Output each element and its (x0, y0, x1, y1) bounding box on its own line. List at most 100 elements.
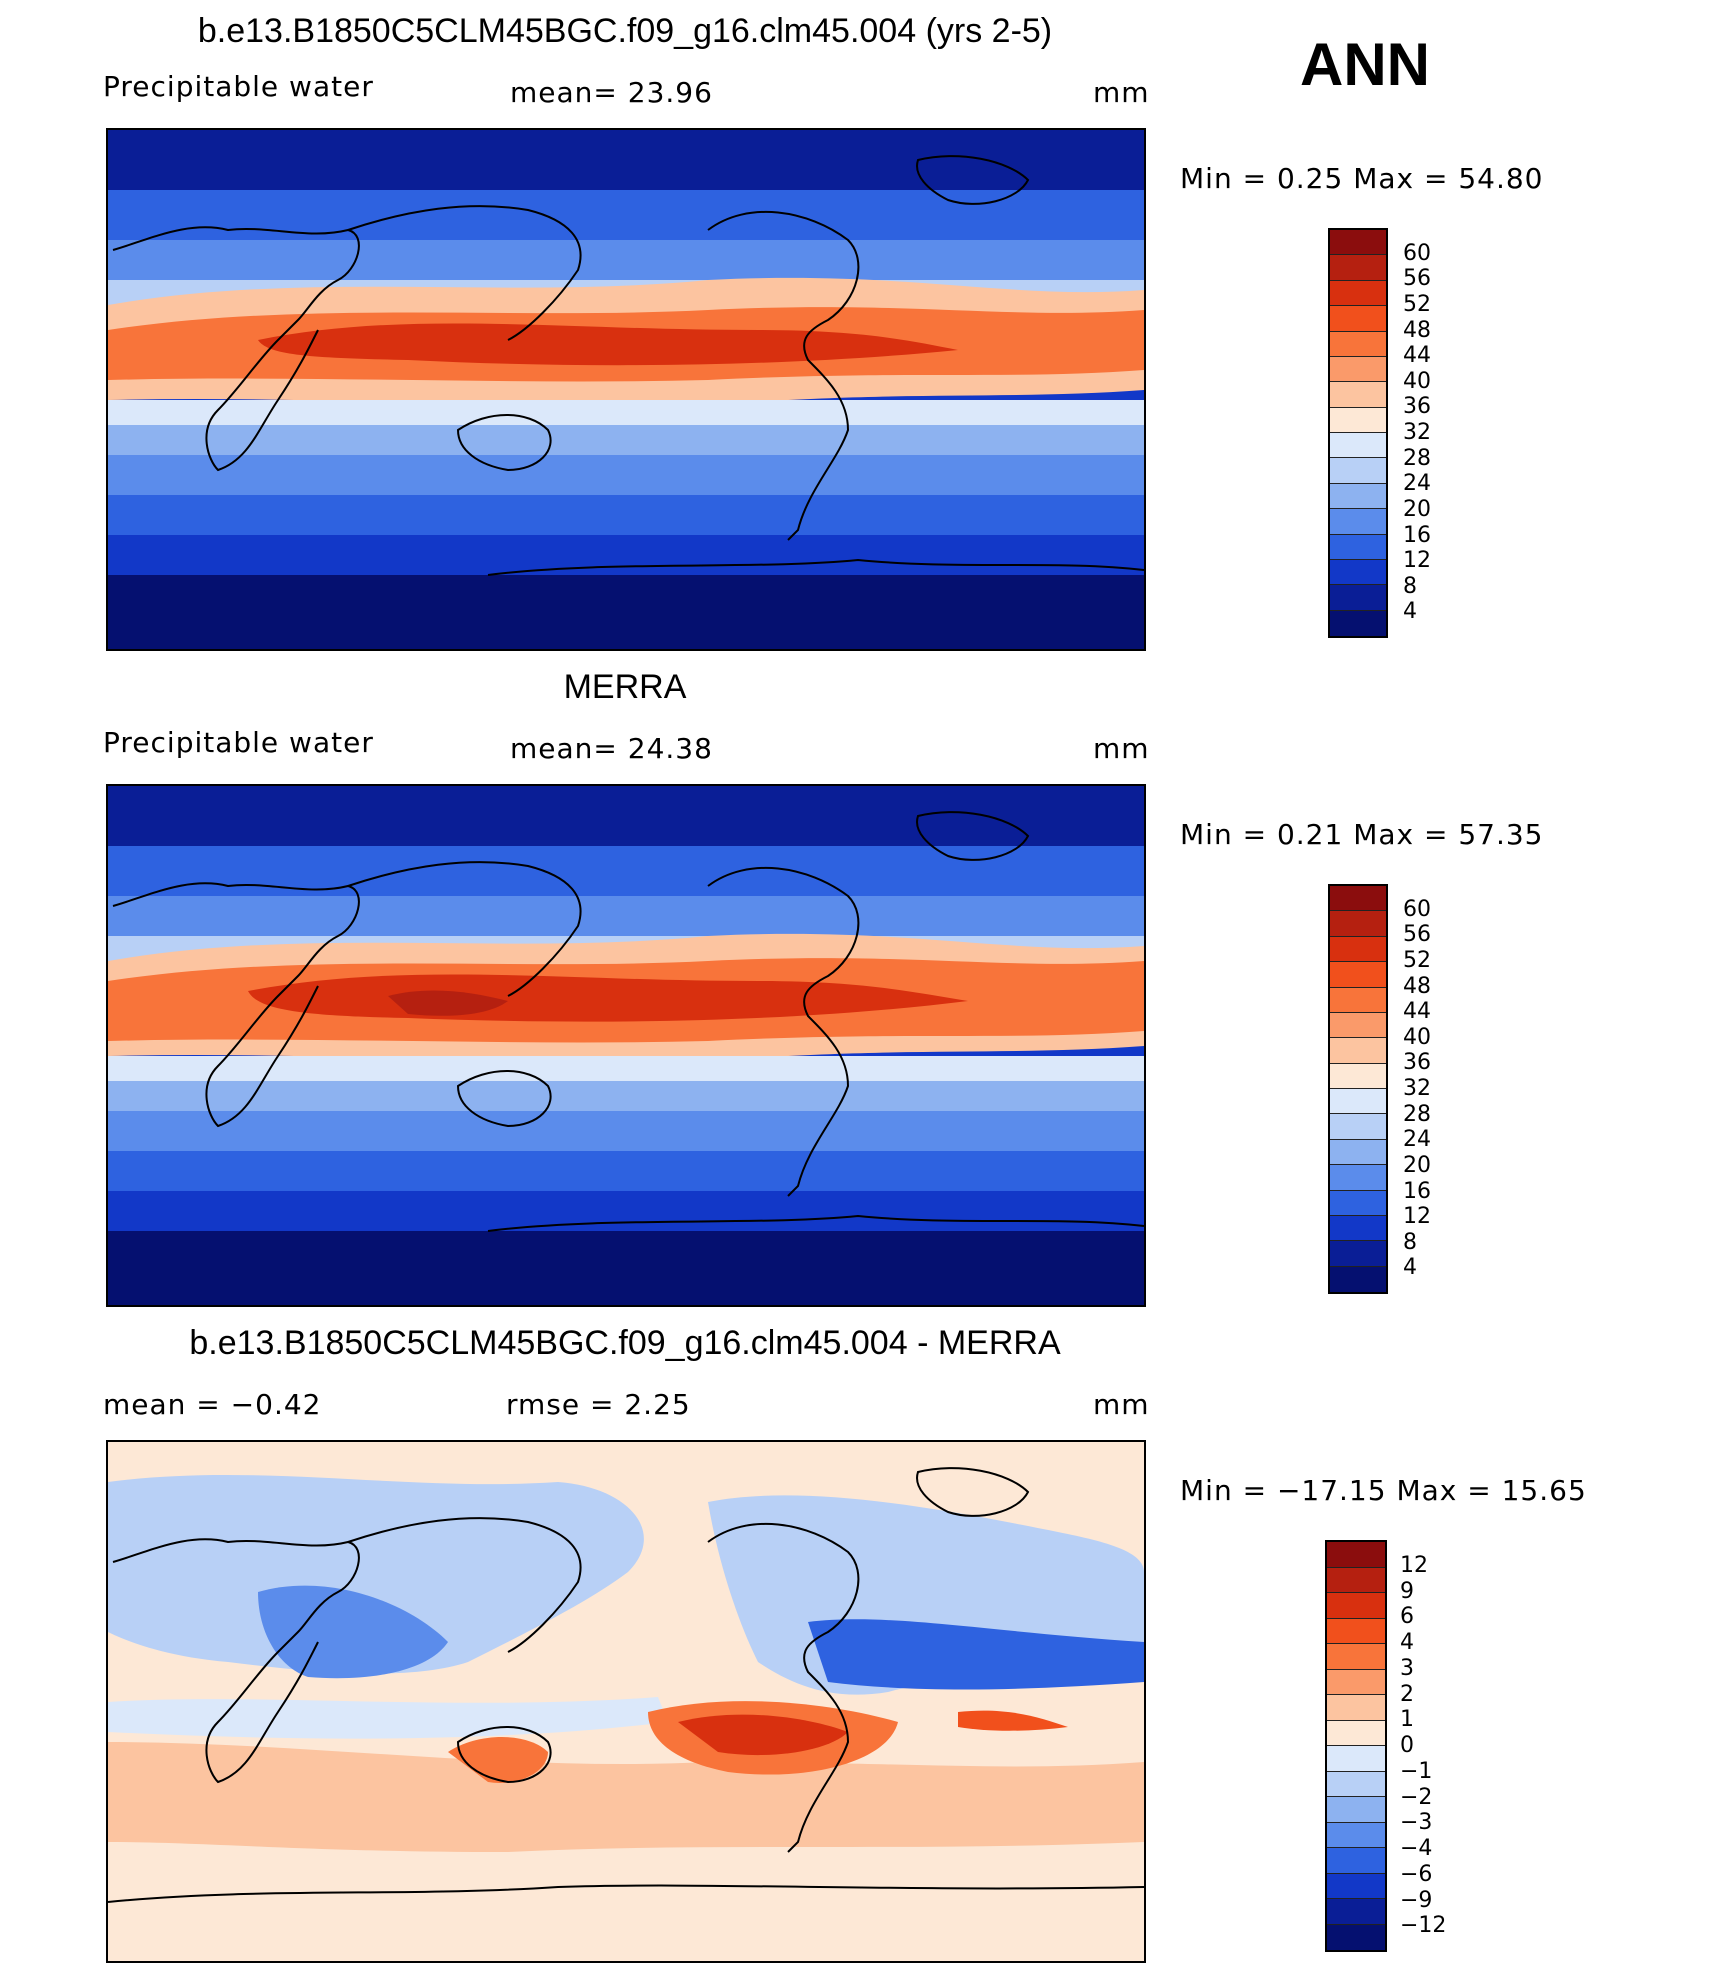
colorbar-tick-label: 40 (1403, 1024, 1431, 1050)
colorbar-swatch (1327, 1644, 1385, 1670)
colorbar-swatch (1330, 1215, 1386, 1242)
colorbar-swatch (1330, 936, 1386, 963)
colorbar-tick-label: 28 (1403, 1101, 1431, 1127)
panel-3-colorbar-ticks: 12 9 6 4 3 2 1 0 −1 −2 −3 −4 −6 −9 −12 (1400, 1540, 1470, 1952)
colorbar-swatch (1330, 559, 1386, 586)
colorbar-swatch (1327, 1542, 1385, 1568)
colorbar-swatch (1330, 407, 1386, 433)
colorbar-swatch (1330, 610, 1386, 636)
colorbar-tick-label: 48 (1403, 317, 1431, 343)
panel-1-mean-label: mean= 23.96 (510, 76, 713, 109)
panel-2-map (106, 784, 1146, 1307)
colorbar-tick-label: 60 (1403, 896, 1431, 922)
panel-2-title: MERRA (563, 668, 687, 706)
panel-1-variable-label: Precipitable water (103, 70, 374, 103)
colorbar-swatch (1330, 483, 1386, 510)
panel-2-colorbar (1328, 884, 1388, 1294)
colorbar-tick-label: 20 (1403, 496, 1431, 522)
colorbar-tick-label: −4 (1400, 1836, 1433, 1861)
colorbar-tick-label: 4 (1400, 1630, 1414, 1655)
colorbar-swatch (1330, 987, 1386, 1013)
colorbar-tick-label: 3 (1400, 1655, 1414, 1681)
colorbar-swatch (1330, 1241, 1386, 1267)
colorbar-tick-label: 4 (1403, 1255, 1417, 1281)
colorbar-swatch (1330, 1165, 1386, 1191)
colorbar-tick-label: 40 (1403, 368, 1431, 394)
panel-1-minmax: Min = 0.25 Max = 54.80 (1180, 162, 1544, 195)
colorbar-swatch (1327, 1567, 1385, 1593)
panel-3-mean-label: mean = −0.42 (103, 1388, 322, 1421)
colorbar-tick-label: 2 (1400, 1681, 1414, 1707)
colorbar-tick-label: −2 (1400, 1784, 1433, 1810)
colorbar-tick-label: 28 (1403, 445, 1431, 471)
panel-2-colorbar-ticks: 60 56 52 48 44 40 36 32 28 24 20 16 12 8 4 (1403, 884, 1463, 1294)
panel-3-map-svg (108, 1442, 1144, 1961)
colorbar-tick-label: 32 (1403, 420, 1431, 445)
colorbar-swatch (1330, 255, 1386, 281)
colorbar-swatch (1330, 306, 1386, 332)
colorbar-swatch (1327, 1771, 1385, 1797)
colorbar-tick-label: 52 (1403, 947, 1431, 973)
colorbar-tick-label: 12 (1403, 1204, 1431, 1230)
panel-2-units: mm (1093, 732, 1150, 765)
colorbar-swatch (1327, 1848, 1385, 1874)
colorbar-tick-label: 56 (1403, 266, 1431, 292)
panel-1-map (106, 128, 1146, 651)
colorbar-tick-label: 56 (1403, 922, 1431, 948)
colorbar-tick-label: 1 (1400, 1707, 1414, 1733)
colorbar-tick-label: 20 (1403, 1152, 1431, 1178)
colorbar-swatch (1330, 1266, 1386, 1292)
colorbar-swatch (1330, 433, 1386, 459)
colorbar-tick-label: −6 (1400, 1861, 1433, 1887)
colorbar-tick-label: 52 (1403, 291, 1431, 317)
colorbar-swatch (1327, 1797, 1385, 1823)
colorbar-swatch (1327, 1873, 1385, 1899)
colorbar-tick-label: 44 (1403, 999, 1431, 1025)
panel-2-map-svg (108, 786, 1144, 1305)
colorbar-swatch (1330, 1139, 1386, 1166)
colorbar-swatch (1330, 585, 1386, 611)
panel-2-mean-label: mean= 24.38 (510, 732, 713, 765)
colorbar-swatch (1330, 1114, 1386, 1140)
colorbar-tick-label: 60 (1403, 240, 1431, 266)
colorbar-swatch (1330, 509, 1386, 535)
colorbar-swatch (1330, 382, 1386, 408)
colorbar-swatch (1330, 1089, 1386, 1115)
colorbar-tick-label: 12 (1403, 548, 1431, 574)
colorbar-swatch (1327, 1924, 1385, 1950)
panel-1-units: mm (1093, 76, 1150, 109)
panel-2-minmax: Min = 0.21 Max = 57.35 (1180, 818, 1544, 851)
colorbar-swatch (1327, 1593, 1385, 1619)
colorbar-swatch (1327, 1695, 1385, 1721)
panel-1-colorbar-ticks: 60 56 52 48 44 40 36 32 28 24 20 16 12 8 4 (1403, 228, 1463, 638)
colorbar-swatch (1330, 331, 1386, 357)
colorbar-tick-label: 8 (1403, 1229, 1417, 1255)
colorbar-swatch (1330, 356, 1386, 383)
colorbar-tick-label: 36 (1403, 1050, 1431, 1076)
colorbar-tick-label: 36 (1403, 394, 1431, 420)
colorbar-swatch (1330, 534, 1386, 560)
colorbar-tick-label: 4 (1403, 599, 1417, 625)
colorbar-tick-label: 24 (1403, 1127, 1431, 1153)
colorbar-swatch (1330, 1190, 1386, 1216)
panel-1-title: b.e13.B1850C5CLM45BGC.f09_g16.clm45.004 … (197, 12, 1053, 50)
colorbar-tick-label: 6 (1400, 1604, 1414, 1630)
colorbar-tick-label: 48 (1403, 973, 1431, 999)
colorbar-tick-label: 8 (1403, 573, 1417, 599)
colorbar-swatch (1330, 911, 1386, 937)
panel-3-map (106, 1440, 1146, 1963)
colorbar-tick-label: −3 (1400, 1810, 1433, 1836)
colorbar-swatch (1327, 1720, 1385, 1746)
colorbar-tick-label: 16 (1403, 522, 1431, 548)
colorbar-tick-label: 32 (1403, 1076, 1431, 1101)
panel-3-units: mm (1093, 1388, 1150, 1421)
colorbar-tick-label: −1 (1400, 1758, 1433, 1784)
panel-2-variable-label: Precipitable water (103, 726, 374, 759)
colorbar-swatch (1330, 230, 1386, 256)
colorbar-tick-label: 44 (1403, 343, 1431, 369)
panel-3-minmax: Min = −17.15 Max = 15.65 (1180, 1474, 1587, 1507)
colorbar-swatch (1330, 280, 1386, 307)
season-label: ANN (1300, 31, 1430, 98)
colorbar-tick-label: −12 (1400, 1913, 1447, 1939)
colorbar-swatch (1327, 1618, 1385, 1644)
